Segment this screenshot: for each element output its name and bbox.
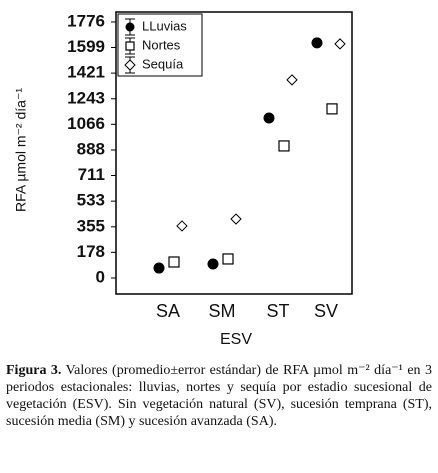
point bbox=[168, 256, 180, 268]
point bbox=[334, 38, 346, 50]
point bbox=[153, 262, 165, 274]
chart: RFA µmol m⁻² día⁻¹ ESV 0 178 355 533 711 888 1… bbox=[13, 11, 353, 348]
legend-label: Nortes bbox=[142, 37, 181, 52]
y-tick-label: 888 bbox=[77, 139, 105, 158]
caption: Figura 3. Valores (promedio±error estánd… bbox=[6, 362, 432, 430]
legend-label: LLuvias bbox=[142, 18, 187, 33]
x-tick-label: SA bbox=[156, 301, 180, 321]
x-tick-label: ST bbox=[266, 301, 289, 321]
x-tick-label: SV bbox=[314, 301, 338, 321]
y-tick-label: 711 bbox=[78, 165, 105, 184]
y-axis-label: RFA µmol m⁻² día⁻¹ bbox=[13, 88, 29, 212]
point bbox=[326, 103, 338, 115]
x-axis-label: ESV bbox=[220, 331, 252, 348]
point bbox=[222, 253, 234, 265]
point bbox=[207, 258, 219, 270]
point bbox=[230, 213, 242, 225]
y-tick-label: 355 bbox=[77, 216, 105, 235]
legend-label: Sequía bbox=[142, 56, 184, 71]
y-tick-label: 533 bbox=[77, 191, 105, 210]
point bbox=[263, 112, 275, 124]
legend-marker bbox=[124, 59, 136, 71]
y-tick-label: 1599 bbox=[67, 37, 105, 56]
y-tick-label: 178 bbox=[77, 242, 105, 261]
y-tick-label: 0 bbox=[96, 267, 105, 286]
caption-label: Figura 3. bbox=[6, 363, 62, 378]
legend-marker bbox=[125, 41, 135, 51]
y-tick-label: 1776 bbox=[67, 11, 105, 30]
y-tick-label: 1243 bbox=[67, 88, 105, 107]
point bbox=[286, 74, 298, 86]
point bbox=[311, 37, 323, 49]
plot-frame bbox=[115, 11, 353, 295]
legend-marker bbox=[125, 22, 135, 32]
x-tick-label: SM bbox=[209, 301, 236, 321]
point bbox=[278, 140, 290, 152]
caption-text: Valores (promedio±error estándar) de RFA… bbox=[6, 363, 432, 429]
y-tick-label: 1066 bbox=[67, 114, 105, 133]
point bbox=[176, 220, 188, 232]
y-tick-label: 1421 bbox=[67, 63, 105, 82]
